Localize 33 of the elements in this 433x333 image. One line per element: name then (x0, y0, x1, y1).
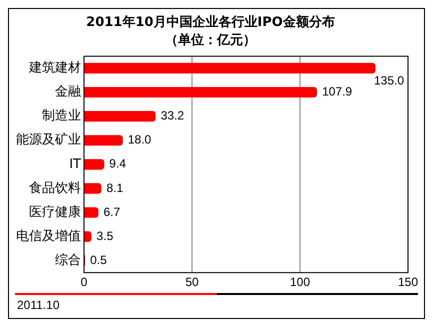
data-label: 135.0 (374, 74, 404, 88)
y-tick-label: 制造业 (42, 108, 81, 124)
x-tick-label: 100 (290, 275, 310, 290)
y-tick-label: 能源及矿业 (16, 132, 81, 148)
bar (84, 86, 318, 98)
bar (84, 111, 156, 122)
y-tick-label: IT (69, 156, 82, 172)
y-tick-label: 食品饮料 (29, 180, 81, 196)
x-tick-label: 0 (80, 275, 88, 290)
bar (84, 62, 376, 74)
bar (84, 183, 102, 194)
y-tick-label: 医疗健康 (29, 204, 81, 220)
x-tick-label: 150 (398, 275, 418, 290)
bar (84, 135, 123, 146)
data-label: 3.5 (96, 228, 114, 243)
x-tick-label: 50 (185, 275, 199, 290)
data-label: 107.9 (322, 84, 352, 99)
data-label: 9.4 (109, 156, 126, 171)
y-tick-label: 金融 (55, 84, 81, 100)
text: 2011.10 (16, 297, 60, 314)
data-label: 8.1 (106, 180, 124, 195)
y-tick-label: 建筑建材 (28, 60, 81, 76)
data-label: 6.7 (103, 204, 120, 219)
data-label: 33.2 (160, 108, 184, 123)
chart-title: 2011年10月中国企业各行业IPO金额分布 (86, 14, 335, 30)
bar (84, 231, 92, 242)
bar (84, 159, 104, 170)
y-tick-label: 电信及增值 (16, 228, 81, 244)
data-label: 0.5 (90, 252, 108, 267)
data-label: 18.0 (128, 132, 152, 147)
bar (84, 207, 98, 218)
chart-subtitle: （单位：亿元） (165, 32, 256, 48)
y-tick-label: 综合 (55, 252, 81, 268)
